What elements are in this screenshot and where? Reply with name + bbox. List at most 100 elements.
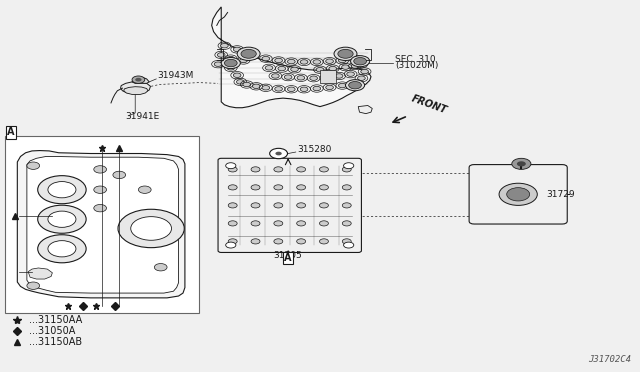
Circle shape [243,82,250,87]
Circle shape [342,185,351,190]
Circle shape [275,58,282,62]
Circle shape [274,167,283,172]
Circle shape [226,242,236,248]
Circle shape [138,186,151,193]
Circle shape [251,203,260,208]
Circle shape [326,85,333,90]
Circle shape [241,49,256,58]
Circle shape [361,69,369,74]
Circle shape [228,239,237,244]
Polygon shape [27,157,179,293]
Circle shape [342,203,351,208]
Circle shape [274,221,283,226]
Circle shape [342,221,351,226]
Circle shape [344,163,354,169]
Circle shape [287,60,295,64]
Circle shape [342,167,351,172]
Text: 31941E: 31941E [125,112,160,121]
Circle shape [313,86,321,91]
Circle shape [300,87,308,92]
Circle shape [228,185,237,190]
Circle shape [297,167,305,172]
Circle shape [218,53,225,57]
Circle shape [297,203,305,208]
Circle shape [251,239,260,244]
Circle shape [284,75,292,79]
Circle shape [287,87,295,92]
Circle shape [262,86,269,90]
Circle shape [316,67,324,72]
Text: 31729: 31729 [546,190,575,199]
Circle shape [517,161,526,166]
Text: ...31050A: ...31050A [29,326,75,336]
Circle shape [38,205,86,233]
Text: SEC. 310: SEC. 310 [395,55,436,64]
Circle shape [234,47,241,52]
Circle shape [275,152,282,155]
Circle shape [338,49,353,58]
Polygon shape [132,77,149,83]
Text: J31702C4: J31702C4 [588,355,631,364]
Circle shape [262,57,269,61]
Circle shape [323,76,330,80]
Circle shape [113,171,125,179]
Circle shape [234,73,241,77]
Circle shape [274,185,283,190]
Bar [4,136,199,313]
Circle shape [249,53,257,57]
Circle shape [274,239,283,244]
Circle shape [342,239,351,244]
Polygon shape [212,7,371,108]
Circle shape [132,76,145,83]
Circle shape [237,47,260,61]
Circle shape [38,235,86,263]
Circle shape [228,203,237,208]
Circle shape [27,282,40,289]
Polygon shape [124,87,148,94]
Text: 31705: 31705 [274,251,303,260]
Circle shape [94,186,106,193]
Circle shape [339,83,346,88]
Circle shape [240,58,247,62]
Circle shape [154,263,167,271]
Circle shape [347,72,355,76]
Circle shape [48,211,76,227]
Circle shape [346,80,365,91]
Circle shape [27,162,40,169]
Circle shape [297,239,305,244]
Text: A: A [284,253,292,263]
Circle shape [265,65,273,70]
Circle shape [351,57,359,61]
Circle shape [221,44,228,48]
Circle shape [313,60,321,64]
Circle shape [94,205,106,212]
Circle shape [310,76,317,80]
Circle shape [275,87,282,91]
Circle shape [339,58,346,62]
Circle shape [251,221,260,226]
Text: ...31150AA: ...31150AA [29,315,82,325]
Circle shape [335,74,343,78]
Circle shape [228,167,237,172]
Circle shape [326,59,333,63]
Circle shape [228,221,237,226]
Circle shape [297,221,305,226]
Polygon shape [17,151,185,298]
Polygon shape [28,268,52,279]
Circle shape [274,203,283,208]
Circle shape [358,62,365,66]
Circle shape [297,76,305,80]
Circle shape [252,84,260,89]
Circle shape [94,166,106,173]
Circle shape [269,148,287,159]
Text: A: A [7,128,15,138]
Circle shape [358,76,365,80]
Circle shape [319,221,328,226]
Text: 31943M: 31943M [157,71,194,80]
Circle shape [131,217,172,240]
Circle shape [227,57,235,61]
Text: ...31150AB: ...31150AB [29,337,82,347]
Circle shape [354,58,367,65]
Circle shape [351,56,370,67]
Circle shape [319,185,328,190]
